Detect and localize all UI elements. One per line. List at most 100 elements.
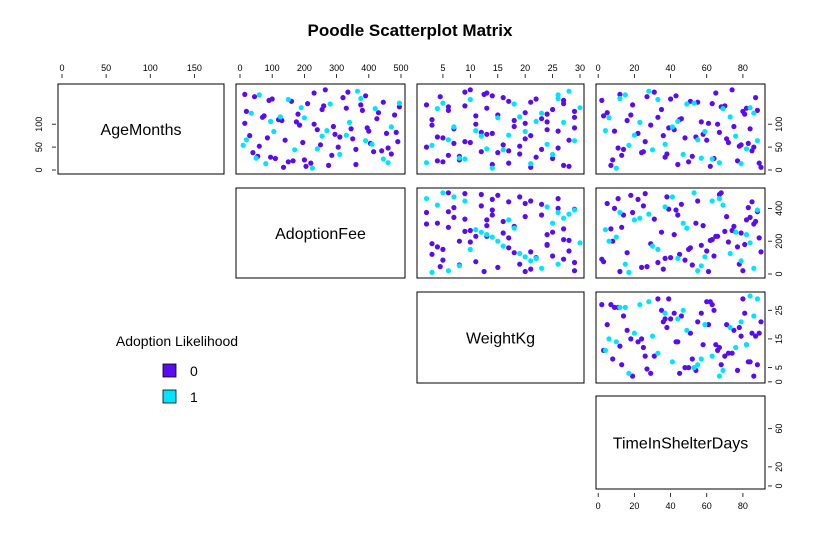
point-AgeMonths-TimeInShelterDays-27 bbox=[689, 153, 695, 159]
top-tick-label-AdoptionFee-300: 300 bbox=[329, 63, 344, 73]
point-WeightKg-TimeInShelterDays-66 bbox=[713, 342, 719, 348]
point-AgeMonths-WeightKg-54 bbox=[517, 143, 523, 149]
point-AgeMonths-AdoptionFee-47 bbox=[285, 159, 291, 165]
right-tick-label-WeightKg-25: 25 bbox=[774, 305, 784, 315]
point-AgeMonths-WeightKg-50 bbox=[500, 95, 506, 101]
right-tick-label-WeightKg-5: 5 bbox=[774, 365, 784, 370]
point-AgeMonths-WeightKg-77 bbox=[478, 133, 484, 139]
point-AgeMonths-AdoptionFee-79 bbox=[240, 142, 246, 148]
point-AgeMonths-TimeInShelterDays-0 bbox=[617, 91, 623, 97]
point-AgeMonths-AdoptionFee-7 bbox=[359, 107, 365, 113]
point-WeightKg-TimeInShelterDays-72 bbox=[751, 313, 757, 319]
point-WeightKg-TimeInShelterDays-31 bbox=[608, 302, 614, 308]
point-AdoptionFee-TimeInShelterDays-14 bbox=[731, 223, 737, 229]
point-AdoptionFee-WeightKg-83 bbox=[528, 258, 534, 264]
point-AgeMonths-TimeInShelterDays-78 bbox=[754, 138, 761, 144]
point-AdoptionFee-TimeInShelterDays-85 bbox=[646, 211, 652, 217]
point-AdoptionFee-TimeInShelterDays-53 bbox=[716, 191, 723, 198]
point-AdoptionFee-TimeInShelterDays-60 bbox=[675, 212, 681, 218]
panel-AdoptionFee-vs-TimeInShelterDays bbox=[595, 187, 766, 279]
point-AgeMonths-TimeInShelterDays-82 bbox=[709, 156, 715, 162]
point-AdoptionFee-WeightKg-73 bbox=[495, 238, 501, 244]
point-AgeMonths-AdoptionFee-28 bbox=[272, 155, 278, 162]
point-AdoptionFee-TimeInShelterDays-46 bbox=[662, 255, 668, 261]
point-AgeMonths-AdoptionFee-54 bbox=[256, 143, 262, 149]
point-AgeMonths-WeightKg-17 bbox=[489, 130, 495, 136]
point-AdoptionFee-WeightKg-9 bbox=[495, 192, 501, 198]
point-WeightKg-TimeInShelterDays-20 bbox=[704, 299, 710, 305]
point-AgeMonths-AdoptionFee-45 bbox=[250, 150, 256, 156]
point-AgeMonths-TimeInShelterDays-39 bbox=[648, 122, 654, 128]
point-AgeMonths-AdoptionFee-1 bbox=[251, 94, 258, 100]
top-tick-label-WeightKg-10: 10 bbox=[465, 63, 475, 73]
point-AdoptionFee-TimeInShelterDays-80 bbox=[649, 243, 656, 249]
point-AdoptionFee-TimeInShelterDays-36 bbox=[740, 268, 746, 274]
point-AdoptionFee-TimeInShelterDays-71 bbox=[720, 202, 726, 208]
point-AdoptionFee-TimeInShelterDays-96 bbox=[617, 209, 623, 216]
point-AgeMonths-WeightKg-48 bbox=[566, 163, 572, 169]
point-AgeMonths-TimeInShelterDays-81 bbox=[680, 151, 686, 157]
point-AgeMonths-WeightKg-41 bbox=[484, 131, 490, 137]
point-AdoptionFee-TimeInShelterDays-33 bbox=[673, 207, 679, 213]
point-AgeMonths-WeightKg-89 bbox=[544, 141, 550, 147]
point-AdoptionFee-WeightKg-34 bbox=[528, 198, 534, 204]
point-WeightKg-TimeInShelterDays-89 bbox=[662, 310, 668, 316]
point-AgeMonths-TimeInShelterDays-45 bbox=[639, 150, 645, 156]
point-AdoptionFee-WeightKg-80 bbox=[500, 243, 506, 249]
legend-title: Adoption Likelihood bbox=[116, 333, 238, 349]
top-tick-label-AgeMonths-100: 100 bbox=[143, 63, 158, 73]
point-WeightKg-TimeInShelterDays-59 bbox=[599, 302, 605, 308]
point-WeightKg-TimeInShelterDays-46 bbox=[662, 316, 668, 322]
point-WeightKg-TimeInShelterDays-7 bbox=[754, 362, 761, 368]
point-AgeMonths-AdoptionFee-23 bbox=[335, 144, 341, 150]
point-AgeMonths-AdoptionFee-83 bbox=[263, 161, 269, 167]
point-AgeMonths-AdoptionFee-88 bbox=[324, 128, 330, 134]
legend: Adoption Likelihood 0 1 bbox=[116, 333, 238, 405]
point-AdoptionFee-WeightKg-63 bbox=[544, 241, 550, 248]
point-AgeMonths-AdoptionFee-35 bbox=[396, 104, 402, 110]
point-AgeMonths-TimeInShelterDays-86 bbox=[691, 100, 697, 106]
point-WeightKg-TimeInShelterDays-12 bbox=[698, 310, 704, 316]
point-AgeMonths-AdoptionFee-29 bbox=[290, 158, 296, 164]
point-AgeMonths-WeightKg-38 bbox=[511, 117, 517, 124]
top-tick-label-TimeInShelterDays-40: 40 bbox=[666, 63, 676, 73]
point-AgeMonths-TimeInShelterDays-84 bbox=[613, 165, 619, 171]
point-AdoptionFee-WeightKg-47 bbox=[440, 246, 446, 252]
point-WeightKg-TimeInShelterDays-82 bbox=[709, 353, 715, 359]
point-AgeMonths-WeightKg-93 bbox=[423, 160, 430, 166]
point-AgeMonths-AdoptionFee-25 bbox=[371, 149, 377, 155]
point-AgeMonths-TimeInShelterDays-59 bbox=[599, 97, 605, 103]
point-AgeMonths-AdoptionFee-12 bbox=[293, 119, 299, 125]
point-AgeMonths-AdoptionFee-20 bbox=[282, 137, 288, 143]
top-tick-label-TimeInShelterDays-60: 60 bbox=[702, 63, 712, 73]
point-AgeMonths-WeightKg-16 bbox=[555, 128, 561, 134]
point-AgeMonths-AdoptionFee-40 bbox=[314, 127, 320, 133]
point-AgeMonths-AdoptionFee-93 bbox=[385, 160, 391, 166]
point-AgeMonths-TimeInShelterDays-53 bbox=[716, 129, 723, 135]
point-AdoptionFee-TimeInShelterDays-31 bbox=[608, 226, 614, 232]
point-AdoptionFee-TimeInShelterDays-97 bbox=[695, 268, 701, 274]
point-WeightKg-TimeInShelterDays-50 bbox=[753, 333, 759, 339]
point-WeightKg-TimeInShelterDays-96 bbox=[617, 304, 623, 310]
point-AgeMonths-AdoptionFee-37 bbox=[261, 113, 267, 119]
point-AgeMonths-WeightKg-83 bbox=[528, 161, 534, 167]
point-WeightKg-TimeInShelterDays-27 bbox=[689, 356, 695, 362]
point-AdoptionFee-WeightKg-16 bbox=[555, 205, 561, 211]
point-AdoptionFee-WeightKg-92 bbox=[506, 217, 512, 223]
point-AgeMonths-AdoptionFee-44 bbox=[385, 145, 391, 151]
point-AgeMonths-TimeInShelterDays-61 bbox=[705, 120, 712, 126]
point-AgeMonths-AdoptionFee-4 bbox=[305, 101, 311, 107]
diag-label-WeightKg: WeightKg bbox=[466, 331, 535, 348]
point-AdoptionFee-WeightKg-69 bbox=[467, 246, 473, 252]
point-AdoptionFee-TimeInShelterDays-18 bbox=[660, 266, 666, 272]
point-AgeMonths-WeightKg-85 bbox=[566, 88, 572, 94]
point-AgeMonths-TimeInShelterDays-52 bbox=[678, 116, 685, 122]
point-AgeMonths-AdoptionFee-71 bbox=[372, 106, 378, 112]
point-AgeMonths-AdoptionFee-32 bbox=[345, 89, 351, 95]
point-AgeMonths-AdoptionFee-17 bbox=[383, 130, 390, 136]
point-WeightKg-TimeInShelterDays-47 bbox=[686, 365, 692, 371]
point-WeightKg-TimeInShelterDays-43 bbox=[745, 359, 751, 365]
point-WeightKg-TimeInShelterDays-63 bbox=[742, 310, 748, 316]
point-AgeMonths-AdoptionFee-6 bbox=[343, 105, 349, 111]
point-WeightKg-TimeInShelterDays-85 bbox=[646, 299, 652, 305]
